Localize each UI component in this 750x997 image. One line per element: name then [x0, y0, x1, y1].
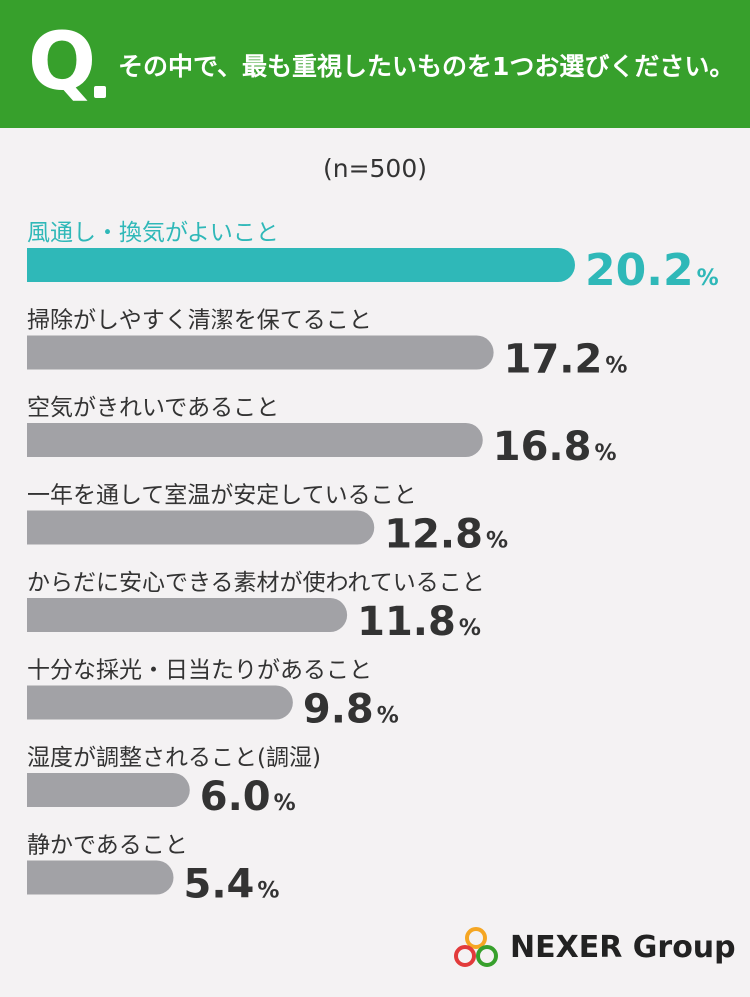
- bar: [27, 685, 293, 720]
- bar-left-edge: [27, 860, 61, 895]
- bar-left-edge: [27, 685, 61, 720]
- percent-unit: %: [274, 791, 296, 816]
- bar-left-edge: [27, 598, 61, 632]
- bar: [27, 510, 375, 545]
- bar: [27, 598, 348, 632]
- value-label: 12.8%: [384, 512, 508, 558]
- value-label: 16.8%: [493, 424, 617, 470]
- percent-unit: %: [486, 529, 508, 554]
- value-label: 6.0%: [200, 774, 296, 820]
- q-dot-decoration: [94, 86, 106, 98]
- percent-unit: %: [257, 879, 279, 904]
- bar-left-edge: [27, 423, 61, 457]
- percent-unit: %: [459, 616, 481, 641]
- category-label: 湿度が調整されること(調湿): [27, 745, 321, 771]
- sample-size: (n=500): [322, 154, 428, 183]
- bar-left-edge: [27, 510, 61, 545]
- percent-unit: %: [605, 354, 627, 379]
- value-label: 17.2%: [504, 337, 628, 383]
- brand-logo: NEXER Group: [452, 920, 742, 976]
- category-label: 十分な採光・日当たりがあること: [27, 658, 372, 684]
- question-header: Q その中で、最も重視したいものを1つお選びください。: [0, 0, 750, 128]
- bar-left-edge: [27, 335, 61, 370]
- q-mark: Q: [28, 15, 97, 108]
- bar: [27, 860, 174, 895]
- percent-unit: %: [594, 441, 616, 466]
- value-label: 20.2%: [585, 245, 719, 296]
- category-label: 風通し・換気がよいこと: [27, 220, 279, 246]
- bar-left-edge: [27, 248, 61, 282]
- percent-unit: %: [697, 266, 719, 291]
- value-label: 11.8%: [357, 599, 481, 645]
- bar: [27, 773, 190, 807]
- bar: [27, 423, 483, 457]
- category-label: 一年を通して室温が安定していること: [27, 483, 417, 509]
- percent-unit: %: [377, 704, 399, 729]
- brand-name: NEXER Group: [510, 930, 736, 965]
- nexer-rings-logo-icon: [454, 927, 498, 967]
- bar-left-edge: [27, 773, 61, 807]
- question-text: その中で、最も重視したいものを1つお選びください。: [118, 52, 735, 81]
- category-label: からだに安心できる素材が使われていること: [27, 570, 485, 596]
- value-label: 5.4%: [183, 862, 279, 908]
- value-label: 9.8%: [303, 687, 399, 733]
- category-label: 静かであること: [27, 833, 188, 859]
- bar: [27, 248, 575, 282]
- category-label: 掃除がしやすく清潔を保てること: [27, 308, 372, 334]
- bar: [27, 335, 494, 370]
- category-label: 空気がきれいであること: [27, 395, 279, 421]
